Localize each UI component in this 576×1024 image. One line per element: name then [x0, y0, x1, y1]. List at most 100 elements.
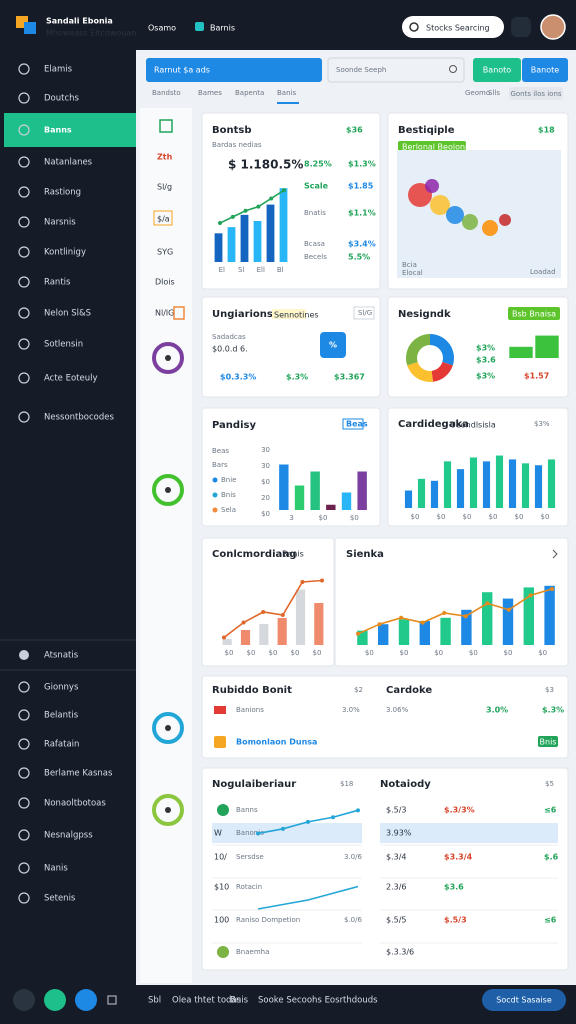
button[interactable]: [482, 989, 566, 1011]
point: [377, 622, 382, 627]
map-region: [482, 220, 498, 236]
label: Banonis: [236, 829, 264, 837]
label[interactable]: Banis: [277, 89, 296, 97]
line: [223, 579, 323, 639]
label: $/a: [157, 215, 170, 224]
label[interactable]: Bames: [198, 89, 222, 97]
label[interactable]: Nesnalgpss: [44, 831, 93, 841]
label: $.3.3/6: [386, 948, 414, 957]
bar: [440, 617, 451, 645]
label: Ungiarions: [212, 309, 273, 320]
label[interactable]: Gionnys: [44, 683, 79, 693]
label[interactable]: Acte Eoteuly: [44, 374, 98, 384]
label: Sandali Ebonia: [46, 17, 113, 26]
point: [269, 196, 274, 201]
label: Nesigndk: [398, 309, 451, 320]
label: Bnis: [221, 491, 236, 499]
donut-slice: [405, 334, 430, 366]
button[interactable]: [538, 736, 558, 747]
point: [300, 580, 305, 584]
icon: [214, 706, 226, 714]
label[interactable]: Belantis: [44, 711, 79, 721]
bar: [430, 480, 439, 508]
label[interactable]: Rafatain: [44, 740, 79, 750]
bar: [508, 459, 517, 508]
label[interactable]: Nanis: [44, 864, 68, 874]
button[interactable]: [522, 58, 568, 82]
bar: [357, 630, 368, 645]
label[interactable]: Nelon Sl&S: [44, 309, 91, 319]
point: [222, 635, 226, 640]
point: [331, 815, 335, 820]
point: [528, 593, 533, 598]
bar: [279, 188, 288, 262]
point: [256, 831, 260, 836]
card: [201, 675, 569, 759]
button[interactable]: [473, 58, 521, 82]
bar: [502, 598, 514, 645]
label: 30: [261, 462, 270, 470]
bar: [398, 619, 410, 645]
label: 100: [214, 916, 229, 925]
bar: [240, 214, 249, 262]
map: [397, 150, 561, 278]
label: $.3/3%: [444, 806, 475, 815]
label[interactable]: Berlame Kasnas: [44, 769, 113, 779]
nav-icon: [18, 156, 30, 168]
point: [485, 601, 490, 606]
nav-icon: [18, 124, 30, 136]
label[interactable]: Narsnis: [44, 218, 76, 228]
label[interactable]: Nonaoltbotoas: [44, 799, 106, 809]
label: Soonde Seeph: [336, 66, 386, 74]
label[interactable]: Rantis: [44, 278, 71, 288]
label: $.3/4: [386, 853, 407, 862]
box: [353, 306, 375, 320]
label: $1.1%: [348, 209, 376, 218]
label: SYG: [157, 248, 173, 257]
label[interactable]: Natanlanes: [44, 158, 93, 168]
label: Raniso Dompetion: [236, 916, 300, 924]
label: $3.3/4: [444, 853, 473, 862]
point: [281, 826, 285, 831]
icon: [214, 736, 226, 748]
point: [356, 631, 360, 636]
label: Bcasa: [304, 240, 325, 248]
label: $0.0.d 6.: [212, 345, 248, 354]
label[interactable]: Doutchs: [44, 94, 80, 104]
legend-dot: [212, 507, 218, 513]
label[interactable]: Bandsto: [152, 89, 181, 97]
search-box[interactable]: [402, 16, 504, 38]
bar: [456, 469, 465, 508]
nav-icon: [18, 246, 30, 258]
label[interactable]: Nessontbocodes: [44, 413, 114, 423]
icon-button[interactable]: [511, 17, 531, 37]
label: Bnaemha: [236, 948, 269, 956]
label: Gonts ilos ions: [510, 90, 561, 98]
check: [217, 946, 229, 958]
label: Loadad: [530, 268, 556, 276]
label[interactable]: Kontlinigy: [44, 248, 86, 258]
bar: [534, 465, 543, 508]
point: [356, 808, 360, 813]
rail-dot: [165, 807, 171, 813]
input[interactable]: [146, 58, 322, 82]
label: Nogulaiberiaur: [212, 779, 296, 790]
map-region: [430, 195, 450, 215]
label[interactable]: Elamis: [44, 65, 73, 75]
button[interactable]: [320, 332, 346, 358]
filter[interactable]: [509, 87, 563, 100]
nav-icon: [18, 892, 30, 904]
label[interactable]: Banns: [44, 126, 72, 135]
label[interactable]: Rastiong: [44, 188, 81, 198]
nav-icon: [18, 797, 30, 809]
label[interactable]: Setenis: [44, 894, 76, 904]
label[interactable]: Bapenta: [235, 89, 264, 97]
search-input[interactable]: [327, 57, 465, 83]
bar: [404, 490, 413, 508]
rail-ring: [152, 712, 184, 744]
label[interactable]: Sotlensin: [44, 340, 83, 350]
point: [243, 208, 248, 213]
label: 30: [261, 446, 270, 454]
label: $.5/3: [386, 806, 407, 815]
label: Olea thtet todas: [172, 996, 242, 1006]
